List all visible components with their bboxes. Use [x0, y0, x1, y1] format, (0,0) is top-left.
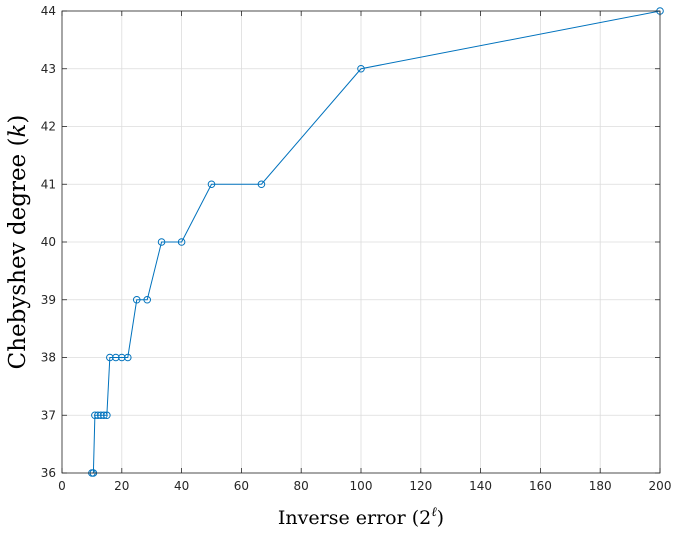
data-point: [100, 411, 108, 420]
plot-frame: [61, 10, 661, 474]
x-axis-label: Inverse error (2ℓ): [278, 505, 444, 529]
data-point: [118, 353, 126, 362]
x-tick-label: 200: [649, 479, 672, 493]
y-tick-label: 43: [41, 62, 56, 76]
x-tick-label: 40: [174, 479, 189, 493]
data-point: [177, 238, 186, 246]
y-tick-label: 36: [41, 466, 56, 480]
data-point: [91, 411, 99, 420]
y-tick-label: 44: [41, 4, 56, 18]
x-axis-ticks: 0 20 40 60 80 100 120 140 160 180 200: [58, 11, 671, 493]
data-point: [106, 353, 114, 362]
y-tick-label: 37: [41, 408, 56, 422]
series-markers: [88, 7, 664, 477]
data-point: [257, 180, 266, 189]
data-point: [112, 353, 120, 362]
data-point: [157, 238, 166, 246]
x-tick-label: 0: [58, 479, 66, 493]
y-tick-label: 41: [41, 177, 56, 191]
data-point: [103, 411, 111, 420]
x-tick-label: 180: [589, 479, 612, 493]
y-axis-ticks: 36 37 38 39 40 41 42 43 44: [41, 4, 660, 480]
y-tick-label: 40: [41, 235, 56, 249]
y-tick-label: 42: [41, 120, 56, 134]
data-point: [132, 295, 141, 304]
x-tick-label: 160: [529, 479, 552, 493]
y-tick-label: 39: [41, 293, 56, 307]
x-tick-label: 20: [114, 479, 129, 493]
x-tick-label: 80: [294, 479, 309, 493]
y-axis-label: Chebyshev degree (k): [5, 115, 31, 370]
data-point: [94, 411, 102, 420]
data-point: [97, 411, 105, 420]
x-tick-label: 100: [350, 479, 373, 493]
data-point: [123, 353, 132, 362]
x-tick-label: 140: [469, 479, 492, 493]
data-point: [357, 64, 365, 73]
data-point: [207, 180, 216, 189]
x-tick-label: 120: [409, 479, 432, 493]
data-point: [143, 295, 152, 304]
x-tick-label: 60: [234, 479, 249, 493]
y-tick-label: 38: [41, 351, 56, 365]
